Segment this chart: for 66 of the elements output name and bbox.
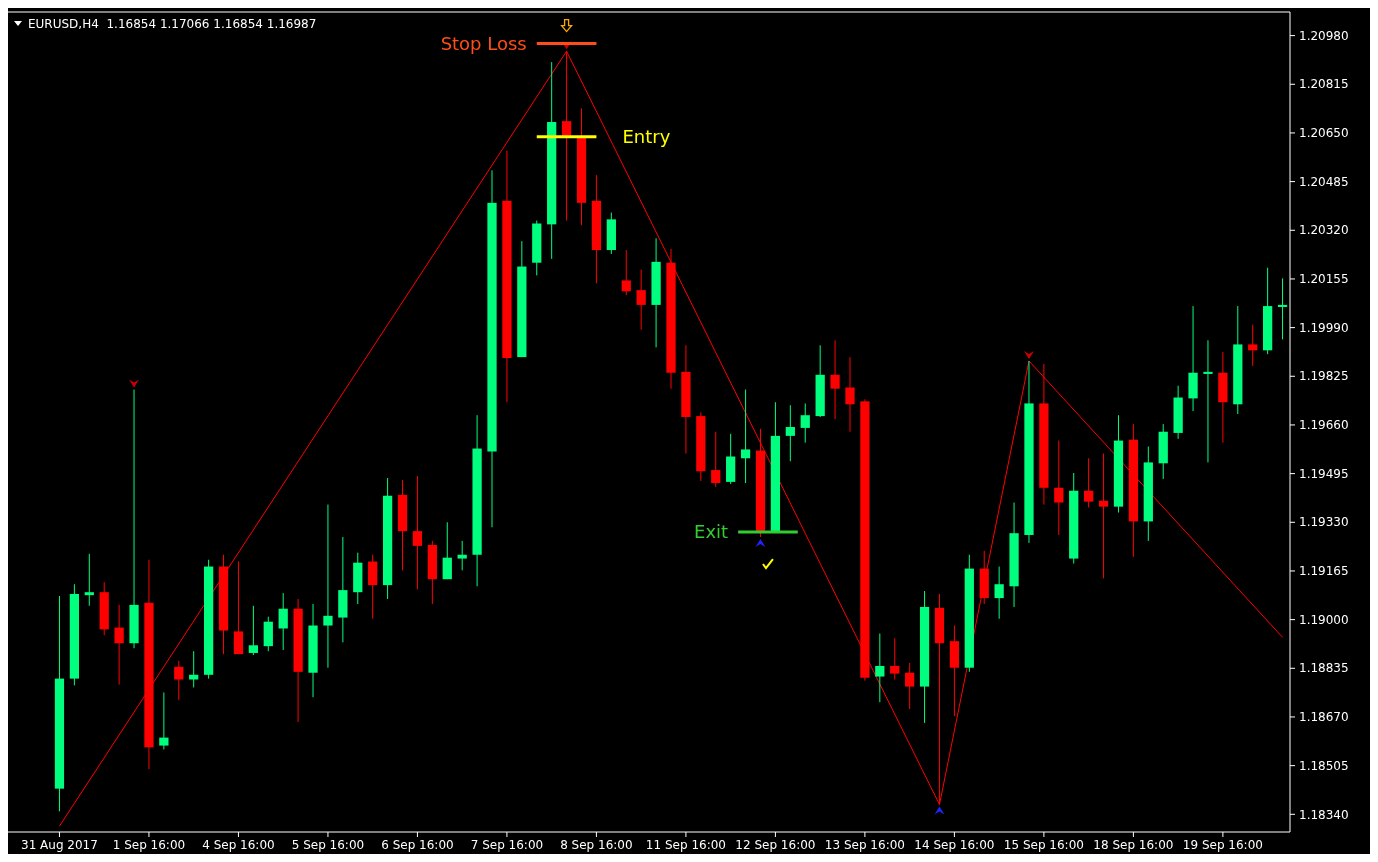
candlestick [740,389,751,484]
x-tick-label: 18 Sep 16:00 [1093,838,1174,852]
x-tick-label: 12 Sep 16:00 [735,838,816,852]
x-tick-label: 7 Sep 16:00 [470,838,544,852]
x-tick-label: 4 Sep 16:00 [202,838,275,852]
y-tick-label: 1.20320 [1299,223,1349,238]
candlestick [233,561,244,655]
y-tick-label: 1.19990 [1299,320,1349,335]
y-tick-label: 1.19000 [1299,612,1349,627]
y-tick-label: 1.18505 [1299,758,1349,773]
y-tick-label: 1.20815 [1299,77,1349,92]
candlestick [994,566,1004,620]
x-tick-label: 14 Sep 16:00 [914,838,995,852]
candlestick [845,356,855,433]
y-tick-label: 1.19495 [1299,466,1349,481]
y-tick-label: 1.18340 [1299,807,1349,822]
y-tick-label: 1.19165 [1299,564,1349,579]
candlestick [278,592,288,651]
candlestick [785,404,795,462]
candlestick [159,691,169,750]
candlestick [1098,453,1109,579]
candlestick [890,637,900,680]
x-tick-label: 8 Sep 16:00 [560,838,633,852]
y-tick-label: 1.19330 [1299,515,1349,530]
candlestick [1084,457,1094,509]
candlestick [248,605,258,656]
y-tick-label: 1.19660 [1299,418,1349,433]
y-tick-label: 1.20485 [1299,174,1349,189]
chart-title: EURUSD,H4 1.16854 1.17066 1.16854 1.16987 [28,17,317,31]
candlestick [830,339,840,420]
candlestick [1054,440,1064,536]
x-tick-label: 11 Sep 16:00 [645,838,726,852]
x-tick-label: 31 Aug 2017 [21,838,98,852]
candlestick [84,553,94,607]
x-tick-label: 19 Sep 16:00 [1182,838,1263,852]
y-tick-label: 1.20650 [1299,126,1349,141]
candlestick [412,475,423,590]
candlestick [457,540,467,571]
candlestick [1248,324,1258,367]
y-tick-label: 1.20155 [1299,272,1349,287]
candlestick [114,604,124,686]
candlestick [174,660,184,701]
candlestick [905,662,915,710]
y-tick-label: 1.19825 [1299,369,1349,384]
x-tick-label: 13 Sep 16:00 [824,838,905,852]
y-tick-label: 1.18670 [1299,710,1349,725]
candlestick [621,249,631,296]
candlestick [800,402,810,444]
candlestick [323,504,333,669]
candlestick [442,521,452,580]
candlestick [1203,339,1213,463]
candlestick [368,554,378,620]
candlestick [189,650,199,688]
y-tick-label: 1.20980 [1299,28,1349,43]
x-tick-label: 1 Sep 16:00 [112,838,186,852]
x-tick-label: 5 Sep 16:00 [291,838,365,852]
x-tick-label: 6 Sep 16:00 [381,838,454,852]
ref-line-label: Entry [622,126,671,148]
candlestick [875,632,885,703]
candlestick [1277,277,1288,340]
ref-line-label: Stop Loss [440,32,527,54]
ref-line-label: Exit [694,521,729,543]
candlestick [636,269,646,331]
y-tick-label: 1.18835 [1299,661,1349,676]
x-tick-label: 15 Sep 16:00 [1003,838,1084,852]
candlestick [711,431,721,488]
